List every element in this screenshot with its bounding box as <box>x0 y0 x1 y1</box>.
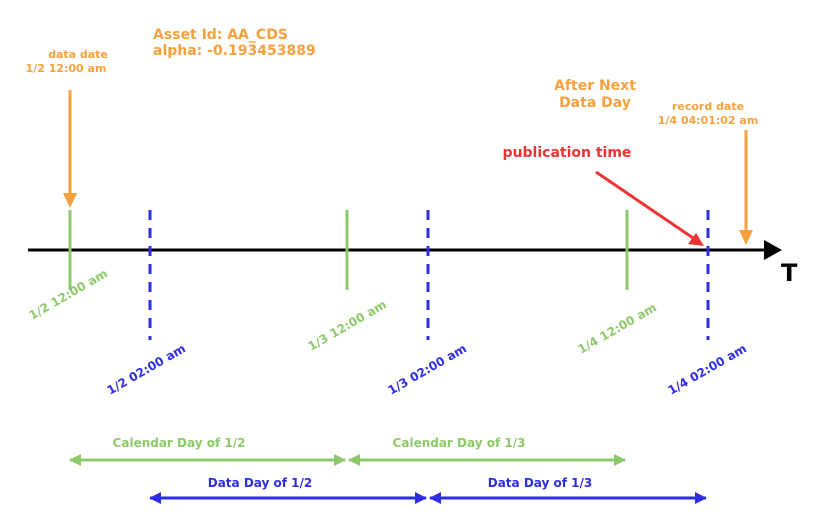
data-day-span-label: Data Day of 1/2 <box>208 476 312 490</box>
data-date-arrowhead <box>63 193 77 208</box>
publication-time-label: publication time <box>503 145 632 161</box>
calendar-span-label: Calendar Day of 1/3 <box>393 436 526 450</box>
calendar-tick-label: 1/2 12:00 am <box>27 266 110 322</box>
alpha-text: alpha: -0.193453889 <box>153 43 316 59</box>
data-date-label: data date <box>48 48 108 61</box>
calendar-span-label: Calendar Day of 1/2 <box>113 436 246 450</box>
data-day-span-label: Data Day of 1/3 <box>488 476 592 490</box>
data-date-value: 1/2 12:00 am <box>26 62 107 75</box>
asset-id-text: Asset Id: AA_CDS <box>153 27 288 43</box>
publication-time-arrowhead <box>688 233 704 246</box>
record-date-value: 1/4 04:01:02 am <box>658 114 759 127</box>
publication-time-arrow <box>595 170 697 242</box>
axis-label: T <box>781 259 798 287</box>
calendar-tick-label: 1/3 12:00 am <box>306 297 389 353</box>
after-next-line1: After Next <box>554 78 636 94</box>
data-day-tick-label: 1/4 02:00 am <box>666 341 749 397</box>
calendar-tick-label: 1/4 12:00 am <box>576 300 659 356</box>
time-axis-arrowhead <box>764 240 782 260</box>
record-date-label: record date <box>672 100 744 113</box>
record-date-arrowhead <box>739 230 753 245</box>
data-day-tick-label: 1/2 02:00 am <box>105 341 188 397</box>
after-next-line2: Data Day <box>559 95 631 111</box>
data-day-tick-label: 1/3 02:00 am <box>386 341 469 397</box>
